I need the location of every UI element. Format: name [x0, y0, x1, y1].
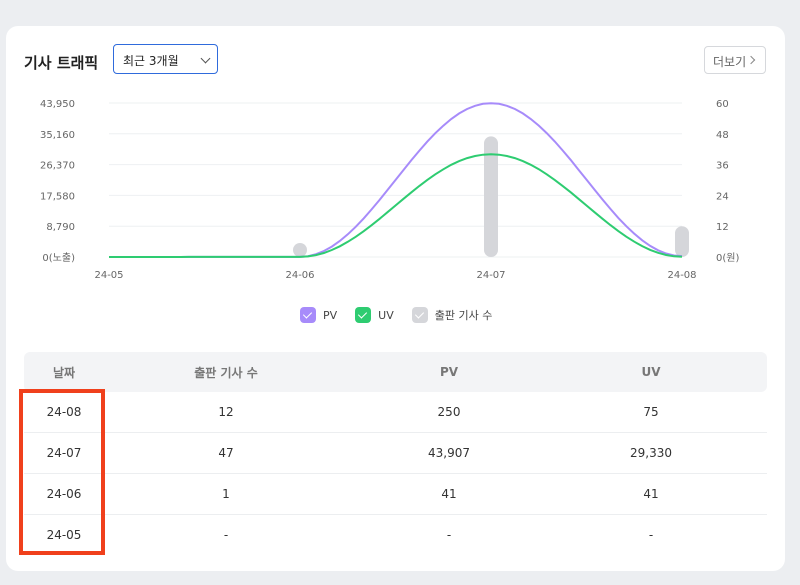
line-uv: [109, 153, 683, 258]
period-select-value: 최근 3개월: [123, 54, 179, 68]
right-tick-label: 60: [716, 99, 729, 110]
right-tick-label: 0(원): [716, 252, 739, 264]
table-row: 24-07 47 43,907 29,330: [24, 433, 767, 474]
period-select[interactable]: 최근 3개월: [113, 44, 218, 74]
cell-uv: 75: [643, 405, 659, 419]
traffic-card: 기사 트래픽 최근 3개월 더보기 0(노출) 0(원) 8,790 12 17,580…: [6, 26, 785, 571]
legend-label-pv: PV: [323, 308, 338, 322]
card-title: 기사 트래픽: [24, 54, 99, 72]
header-pv: PV: [439, 365, 459, 379]
table-row: 24-08 12 250 75: [24, 392, 767, 433]
bar-articles: [675, 226, 689, 257]
more-button[interactable]: 더보기: [704, 46, 766, 74]
legend-item-articles[interactable]: 출판 기사 수: [411, 307, 493, 323]
checkbox-checked-icon: [300, 307, 316, 323]
cell-pv: 41: [441, 487, 457, 501]
cell-pv: -: [446, 528, 452, 542]
cell-articles: 1: [222, 487, 230, 501]
x-tick-label: 24-06: [285, 270, 314, 281]
header-articles: 출판 기사 수: [194, 365, 258, 380]
cell-date: 24-08: [46, 405, 82, 419]
line-pv: [109, 102, 683, 258]
cell-articles: 12: [218, 405, 234, 419]
x-tick-label: 24-07: [476, 270, 505, 281]
left-tick-label: 8,790: [46, 222, 75, 233]
cell-date: 24-07: [46, 446, 82, 460]
right-tick-label: 24: [716, 191, 729, 202]
bar-articles: [484, 136, 498, 257]
cell-pv: 250: [437, 405, 461, 419]
cell-date: 24-06: [46, 487, 82, 501]
bar-articles: [293, 243, 307, 257]
cell-articles: -: [223, 528, 229, 542]
traffic-table: 날짜 출판 기사 수 PV UV 24-08 12 250 75 24-07 4…: [24, 352, 767, 555]
right-tick-label: 48: [716, 130, 729, 141]
x-tick-label: 24-08: [667, 270, 696, 281]
right-tick-label: 12: [716, 222, 729, 233]
checkbox-checked-icon: [355, 307, 372, 323]
cell-date: 24-05: [46, 528, 82, 542]
legend-label-uv: UV: [378, 308, 394, 322]
traffic-chart: 0(노출) 0(원) 8,790 12 17,580 24 26,370 36 35,160 48…: [40, 99, 739, 281]
cell-uv: 41: [643, 487, 659, 501]
table-row: 24-06 1 41 41: [24, 474, 767, 515]
cell-pv: 43,907: [428, 446, 470, 460]
legend-item-uv[interactable]: UV: [355, 307, 394, 323]
checkbox-checked-icon: [411, 307, 428, 323]
cell-uv: 29,330: [630, 446, 672, 460]
right-tick-label: 36: [716, 161, 729, 172]
chart-legend: PV UV 출판 기사 수: [300, 305, 510, 325]
table-header: 날짜 출판 기사 수 PV UV: [24, 352, 767, 392]
date-column-highlight: [19, 389, 105, 555]
legend-label-articles: 출판 기사 수: [434, 309, 493, 322]
legend-item-pv[interactable]: PV: [300, 307, 337, 323]
left-tick-label: 0(노출): [42, 252, 75, 264]
left-tick-label: 26,370: [40, 161, 75, 172]
cell-articles: 47: [218, 446, 234, 460]
header-uv: UV: [641, 365, 661, 379]
cell-uv: -: [648, 528, 654, 542]
header-date: 날짜: [52, 365, 76, 380]
x-tick-label: 24-05: [94, 270, 123, 281]
more-button-label: 더보기: [713, 55, 747, 69]
table-row: 24-05 - - -: [24, 515, 767, 555]
left-tick-label: 35,160: [40, 130, 75, 141]
left-tick-label: 43,950: [40, 99, 75, 110]
left-tick-label: 17,580: [40, 191, 75, 202]
